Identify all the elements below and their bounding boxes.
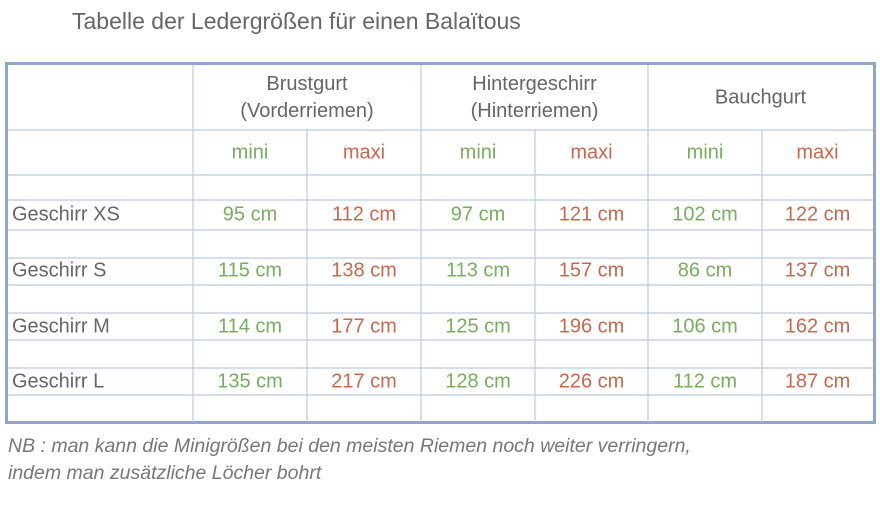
cell: 97 cm bbox=[451, 203, 505, 225]
row-label: Geschirr M bbox=[12, 315, 110, 337]
group-header: Brustgurt bbox=[266, 73, 348, 95]
cell: 135 cm bbox=[217, 370, 283, 392]
cell: 125 cm bbox=[445, 315, 511, 337]
cell: 196 cm bbox=[559, 315, 625, 337]
note: NB : man kann die Minigrößen bei den mei… bbox=[8, 435, 691, 457]
sub-header: maxi bbox=[343, 141, 385, 163]
sub-header: maxi bbox=[796, 141, 838, 163]
cell: 86 cm bbox=[678, 259, 732, 281]
sub-header: mini bbox=[687, 141, 724, 163]
row-label: Geschirr XS bbox=[12, 203, 120, 225]
row-label: Geschirr S bbox=[12, 259, 106, 281]
cell: 177 cm bbox=[331, 315, 397, 337]
note: indem man zusätzliche Löcher bohrt bbox=[8, 462, 323, 484]
group-header: (Vorderriemen) bbox=[240, 100, 373, 122]
cell: 157 cm bbox=[559, 259, 625, 281]
cell: 95 cm bbox=[223, 203, 277, 225]
group-header: Bauchgurt bbox=[715, 86, 807, 108]
cell: 112 cm bbox=[673, 370, 737, 392]
cell: 162 cm bbox=[785, 315, 851, 337]
group-header: (Hinterriemen) bbox=[471, 100, 599, 122]
cell: 138 cm bbox=[331, 259, 397, 281]
cell: 102 cm bbox=[672, 203, 738, 225]
sub-header: mini bbox=[460, 141, 497, 163]
cell: 122 cm bbox=[785, 203, 851, 225]
sub-header: mini bbox=[232, 141, 269, 163]
cell: 114 cm bbox=[218, 315, 282, 337]
cell: 226 cm bbox=[559, 370, 625, 392]
cell: 121 cm bbox=[559, 203, 625, 225]
cell: 115 cm bbox=[218, 259, 282, 281]
cell: 217 cm bbox=[331, 370, 397, 392]
group-header: Hintergeschirr bbox=[472, 73, 597, 95]
title: Tabelle der Ledergrößen für einen Balaït… bbox=[72, 8, 521, 34]
cell: 137 cm bbox=[785, 259, 851, 281]
row-label: Geschirr L bbox=[12, 370, 104, 392]
table-border bbox=[5, 62, 876, 424]
cell: 187 cm bbox=[785, 370, 851, 392]
cell: 112 cm bbox=[332, 203, 396, 225]
cell: 106 cm bbox=[672, 315, 738, 337]
sub-header: maxi bbox=[570, 141, 612, 163]
cell: 113 cm bbox=[446, 259, 510, 281]
cell: 128 cm bbox=[445, 370, 511, 392]
